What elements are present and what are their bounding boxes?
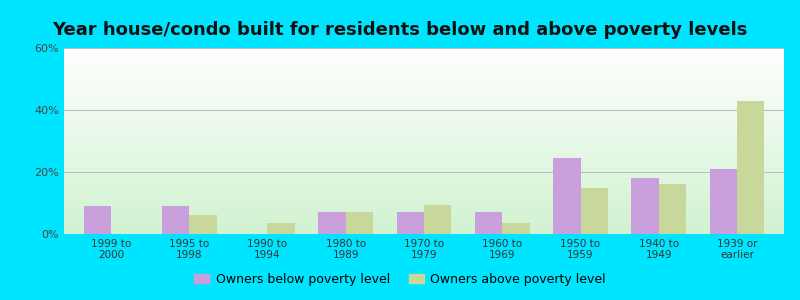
Bar bbox=[737, 101, 765, 234]
Bar bbox=[397, 212, 424, 234]
Bar bbox=[346, 212, 373, 234]
Bar bbox=[318, 212, 346, 234]
Bar bbox=[190, 215, 217, 234]
Text: Year house/condo built for residents below and above poverty levels: Year house/condo built for residents bel… bbox=[52, 21, 748, 39]
Bar bbox=[502, 223, 530, 234]
Bar bbox=[267, 223, 295, 234]
Bar bbox=[424, 205, 451, 234]
Bar bbox=[581, 188, 608, 234]
Legend: Owners below poverty level, Owners above poverty level: Owners below poverty level, Owners above… bbox=[190, 268, 610, 291]
Bar bbox=[710, 169, 737, 234]
Bar bbox=[475, 212, 502, 234]
Bar bbox=[658, 184, 686, 234]
Bar bbox=[162, 206, 190, 234]
Bar bbox=[83, 206, 111, 234]
Bar bbox=[553, 158, 581, 234]
Bar bbox=[631, 178, 658, 234]
